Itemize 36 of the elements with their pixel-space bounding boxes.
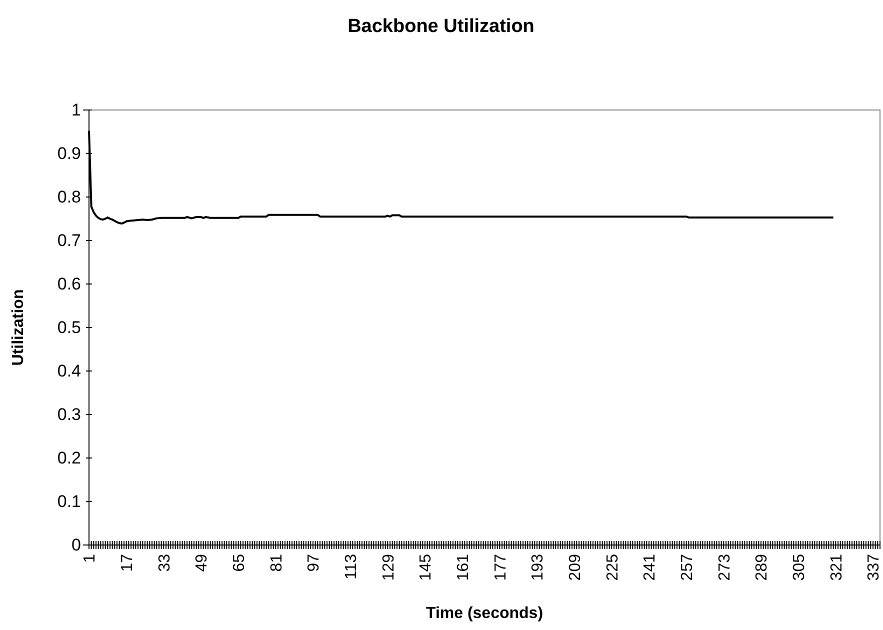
y-tick-label: 0.1: [57, 492, 81, 511]
x-tick-label: 209: [566, 554, 584, 581]
x-tick-label: 65: [230, 554, 248, 572]
x-tick-label: 273: [716, 554, 734, 581]
y-tick-label: 0.6: [57, 274, 81, 294]
y-tick-label: 0: [72, 535, 81, 554]
x-tick-label: 113: [342, 554, 360, 580]
x-tick-label: 49: [194, 554, 211, 572]
y-tick-label: 0.7: [57, 230, 81, 250]
x-tick-label: 241: [642, 554, 659, 581]
x-tick-label: 321: [828, 554, 846, 581]
x-tick-label: 129: [380, 554, 398, 581]
y-tick-label: 1: [72, 100, 81, 120]
x-tick-label: 145: [418, 554, 435, 581]
x-tick-label: 81: [268, 554, 286, 572]
x-tick-label: 289: [754, 554, 771, 581]
x-tick-label: 193: [530, 554, 547, 581]
x-tick-label: 225: [604, 554, 622, 581]
x-tick-label: 337: [866, 554, 883, 581]
chart-title: Backbone Utilization: [348, 16, 534, 37]
x-tick-label: 33: [156, 554, 174, 572]
x-tick-label: 257: [678, 554, 696, 581]
x-tick-label: 97: [306, 554, 323, 572]
x-tick-label: 17: [118, 554, 136, 572]
y-tick-label: 0.5: [57, 318, 81, 337]
y-tick-label: 0.9: [57, 144, 81, 163]
y-tick-label: 0.4: [57, 361, 81, 380]
x-axis-title: Time (seconds): [426, 605, 544, 622]
x-tick-label: 177: [492, 554, 510, 581]
y-axis-title: Utilization: [10, 289, 27, 366]
x-tick-label: 1: [82, 554, 99, 563]
y-tick-label: 0.2: [57, 448, 81, 468]
x-tick-label: 305: [790, 554, 808, 581]
y-tick-label: 0.8: [57, 187, 81, 206]
y-tick-label: 0.3: [57, 404, 81, 424]
x-tick-label: 161: [454, 554, 472, 581]
